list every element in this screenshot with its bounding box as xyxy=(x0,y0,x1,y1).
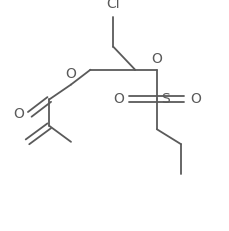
Text: O: O xyxy=(113,92,124,106)
Text: O: O xyxy=(190,92,201,106)
Text: O: O xyxy=(65,67,76,81)
Text: O: O xyxy=(13,107,24,121)
Text: Cl: Cl xyxy=(106,0,120,11)
Text: O: O xyxy=(151,52,162,66)
Text: S: S xyxy=(161,92,170,106)
